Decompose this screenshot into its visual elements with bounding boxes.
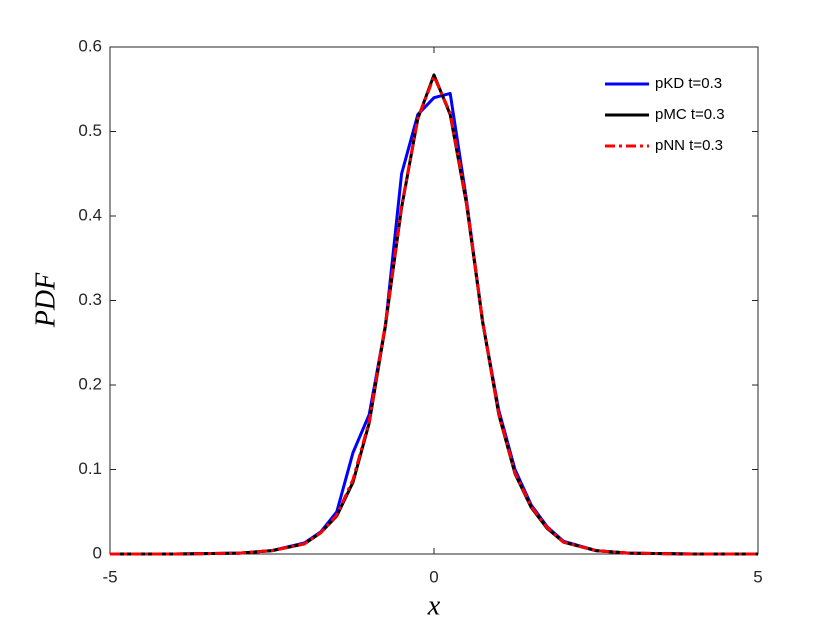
plot-area — [109, 46, 759, 555]
y-tick-label: 0 — [93, 543, 102, 562]
legend-label: pMC t=0.3 — [655, 106, 725, 123]
y-tick-label: 0.5 — [78, 121, 102, 140]
y-tick-label: 0.2 — [78, 374, 102, 393]
y-tick-label: 0.4 — [78, 205, 102, 224]
x-tick-label: -5 — [102, 567, 117, 586]
series-line — [110, 75, 758, 556]
legend-label: pNN t=0.3 — [655, 137, 723, 154]
legend-label: pKD t=0.3 — [655, 75, 722, 92]
y-axis-label: PDF — [30, 272, 61, 328]
x-tick-label: 5 — [753, 567, 762, 586]
y-tick-label: 0.3 — [78, 290, 102, 309]
y-tick-label: 0.1 — [78, 459, 102, 478]
x-axis-label: x — [427, 590, 441, 621]
x-tick-label: 0 — [429, 567, 438, 586]
y-tick-label: 0.6 — [78, 36, 102, 55]
